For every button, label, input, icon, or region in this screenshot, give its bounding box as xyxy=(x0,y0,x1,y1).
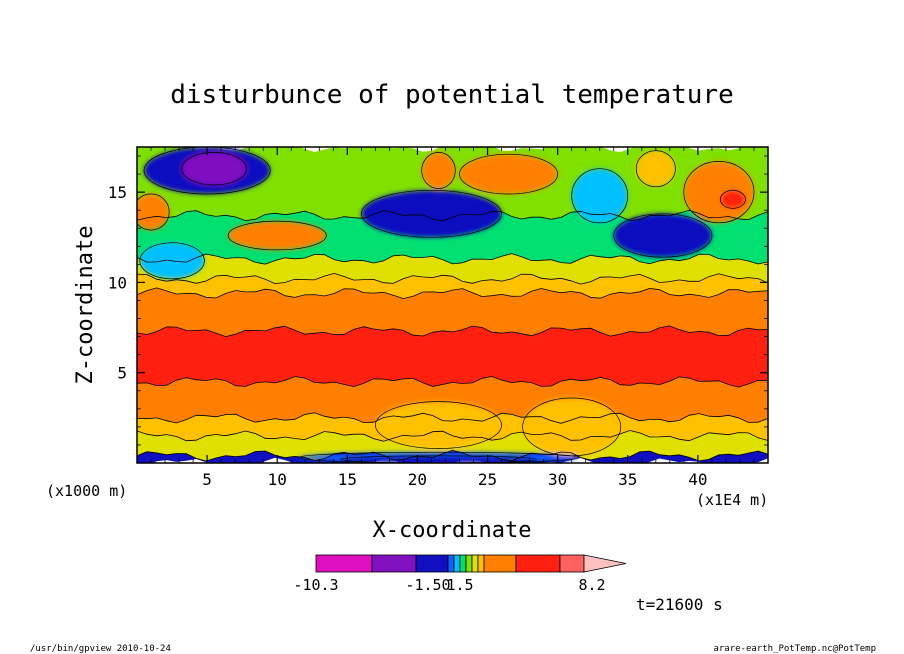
footer-left: /usr/bin/gpview 2010-10-24 xyxy=(30,644,171,654)
x-units-label: (x1000 m) xyxy=(46,482,127,500)
contour-line xyxy=(137,430,768,442)
y-axis-label: Z-coordinate xyxy=(73,226,98,385)
contour-blob-outline xyxy=(227,220,327,251)
colorbar-label: -1.50 xyxy=(405,576,450,594)
y-tick-label: 10 xyxy=(108,273,127,292)
x-tick-label: 25 xyxy=(478,470,497,489)
chart-title: disturbunce of potential temperature xyxy=(170,80,734,110)
contour-line xyxy=(137,287,768,300)
colorbar-segment xyxy=(559,554,585,573)
contour-line xyxy=(137,209,768,222)
contour-blob-outline xyxy=(137,193,170,231)
x-tick-label: 30 xyxy=(548,470,567,489)
y-tick-label: 15 xyxy=(108,183,127,202)
contour-blob xyxy=(361,190,502,238)
contour-blob xyxy=(613,213,712,258)
colorbar-labels: -10.3 -1.501.5 8.2 xyxy=(293,576,605,594)
contour-blob-outline xyxy=(719,190,746,209)
contour-blob-outline xyxy=(571,168,629,224)
colorbar-segment xyxy=(483,554,517,573)
colorbar-segment xyxy=(459,554,467,573)
contour-blob-outline xyxy=(143,147,271,195)
x-tick-label: 5 xyxy=(202,470,212,489)
x-tick-label: 10 xyxy=(268,470,287,489)
x-axis-ticks: 5 10 15 20 25 30 35 40 xyxy=(150,147,755,489)
contour-blob xyxy=(375,401,502,449)
footer-right: arare-earth_PotTemp.nc@PotTemp xyxy=(713,644,876,654)
x-tick-label: 15 xyxy=(338,470,357,489)
contour-blob xyxy=(720,190,746,209)
time-label: t=21600 s xyxy=(636,595,723,614)
colorbar-segment xyxy=(515,554,561,573)
colorbar-segment xyxy=(465,554,473,573)
contour-blob-outline xyxy=(375,401,502,449)
contour-blob xyxy=(137,193,170,231)
contour-blob xyxy=(421,152,456,189)
contour-blob-outline xyxy=(683,161,755,224)
x-tick-label: 40 xyxy=(688,470,707,489)
colorbar-arrow xyxy=(583,554,627,573)
contour-band xyxy=(137,325,768,388)
colorbar-segment xyxy=(447,554,455,573)
colorbar xyxy=(315,554,627,573)
y-axis-ticks: 5 10 15 xyxy=(108,155,768,446)
colorbar-segment xyxy=(415,554,449,573)
y-tick-label: 5 xyxy=(117,364,127,383)
contour-blob xyxy=(459,154,558,195)
contour-blobs xyxy=(137,147,755,463)
plot-frame xyxy=(136,146,769,464)
colorbar-segment xyxy=(315,554,373,573)
contour-blob xyxy=(228,221,327,250)
contour-line xyxy=(137,412,768,424)
contour-blob-outline xyxy=(361,189,502,238)
contour-blob xyxy=(571,168,628,223)
contour-blob-outline xyxy=(459,153,559,195)
contour-blob xyxy=(522,398,621,456)
colorbar-segment xyxy=(371,554,417,573)
contour-line xyxy=(137,449,768,462)
contour-blob-outline xyxy=(421,152,456,189)
colorbar-label: -10.3 xyxy=(293,576,338,594)
colorbar-segment xyxy=(477,554,485,573)
contour-band xyxy=(137,287,768,337)
colorbar-segment xyxy=(471,554,479,573)
colorbar-segment xyxy=(453,554,461,573)
contour-blob xyxy=(636,150,676,187)
contour-blob xyxy=(181,152,247,185)
contour-band xyxy=(137,253,768,285)
contour-line xyxy=(137,253,768,265)
contour-line xyxy=(137,376,768,388)
contour-blob-outline xyxy=(139,242,205,280)
x-tick-label: 20 xyxy=(408,470,427,489)
contour-line xyxy=(137,325,768,338)
contour-line xyxy=(137,272,768,285)
x-tick-label: 35 xyxy=(618,470,637,489)
x-axis-label: X-coordinate xyxy=(373,518,532,543)
plot-area xyxy=(137,147,768,463)
colorbar-label: 1.5 xyxy=(446,576,473,594)
contour-blob-outline xyxy=(181,152,247,186)
colorbar-label: 8.2 xyxy=(578,576,605,594)
contour-blob-outline xyxy=(613,213,713,258)
x-scale-note: (x1E4 m) xyxy=(696,491,768,509)
contour-blob-outline xyxy=(297,451,580,463)
